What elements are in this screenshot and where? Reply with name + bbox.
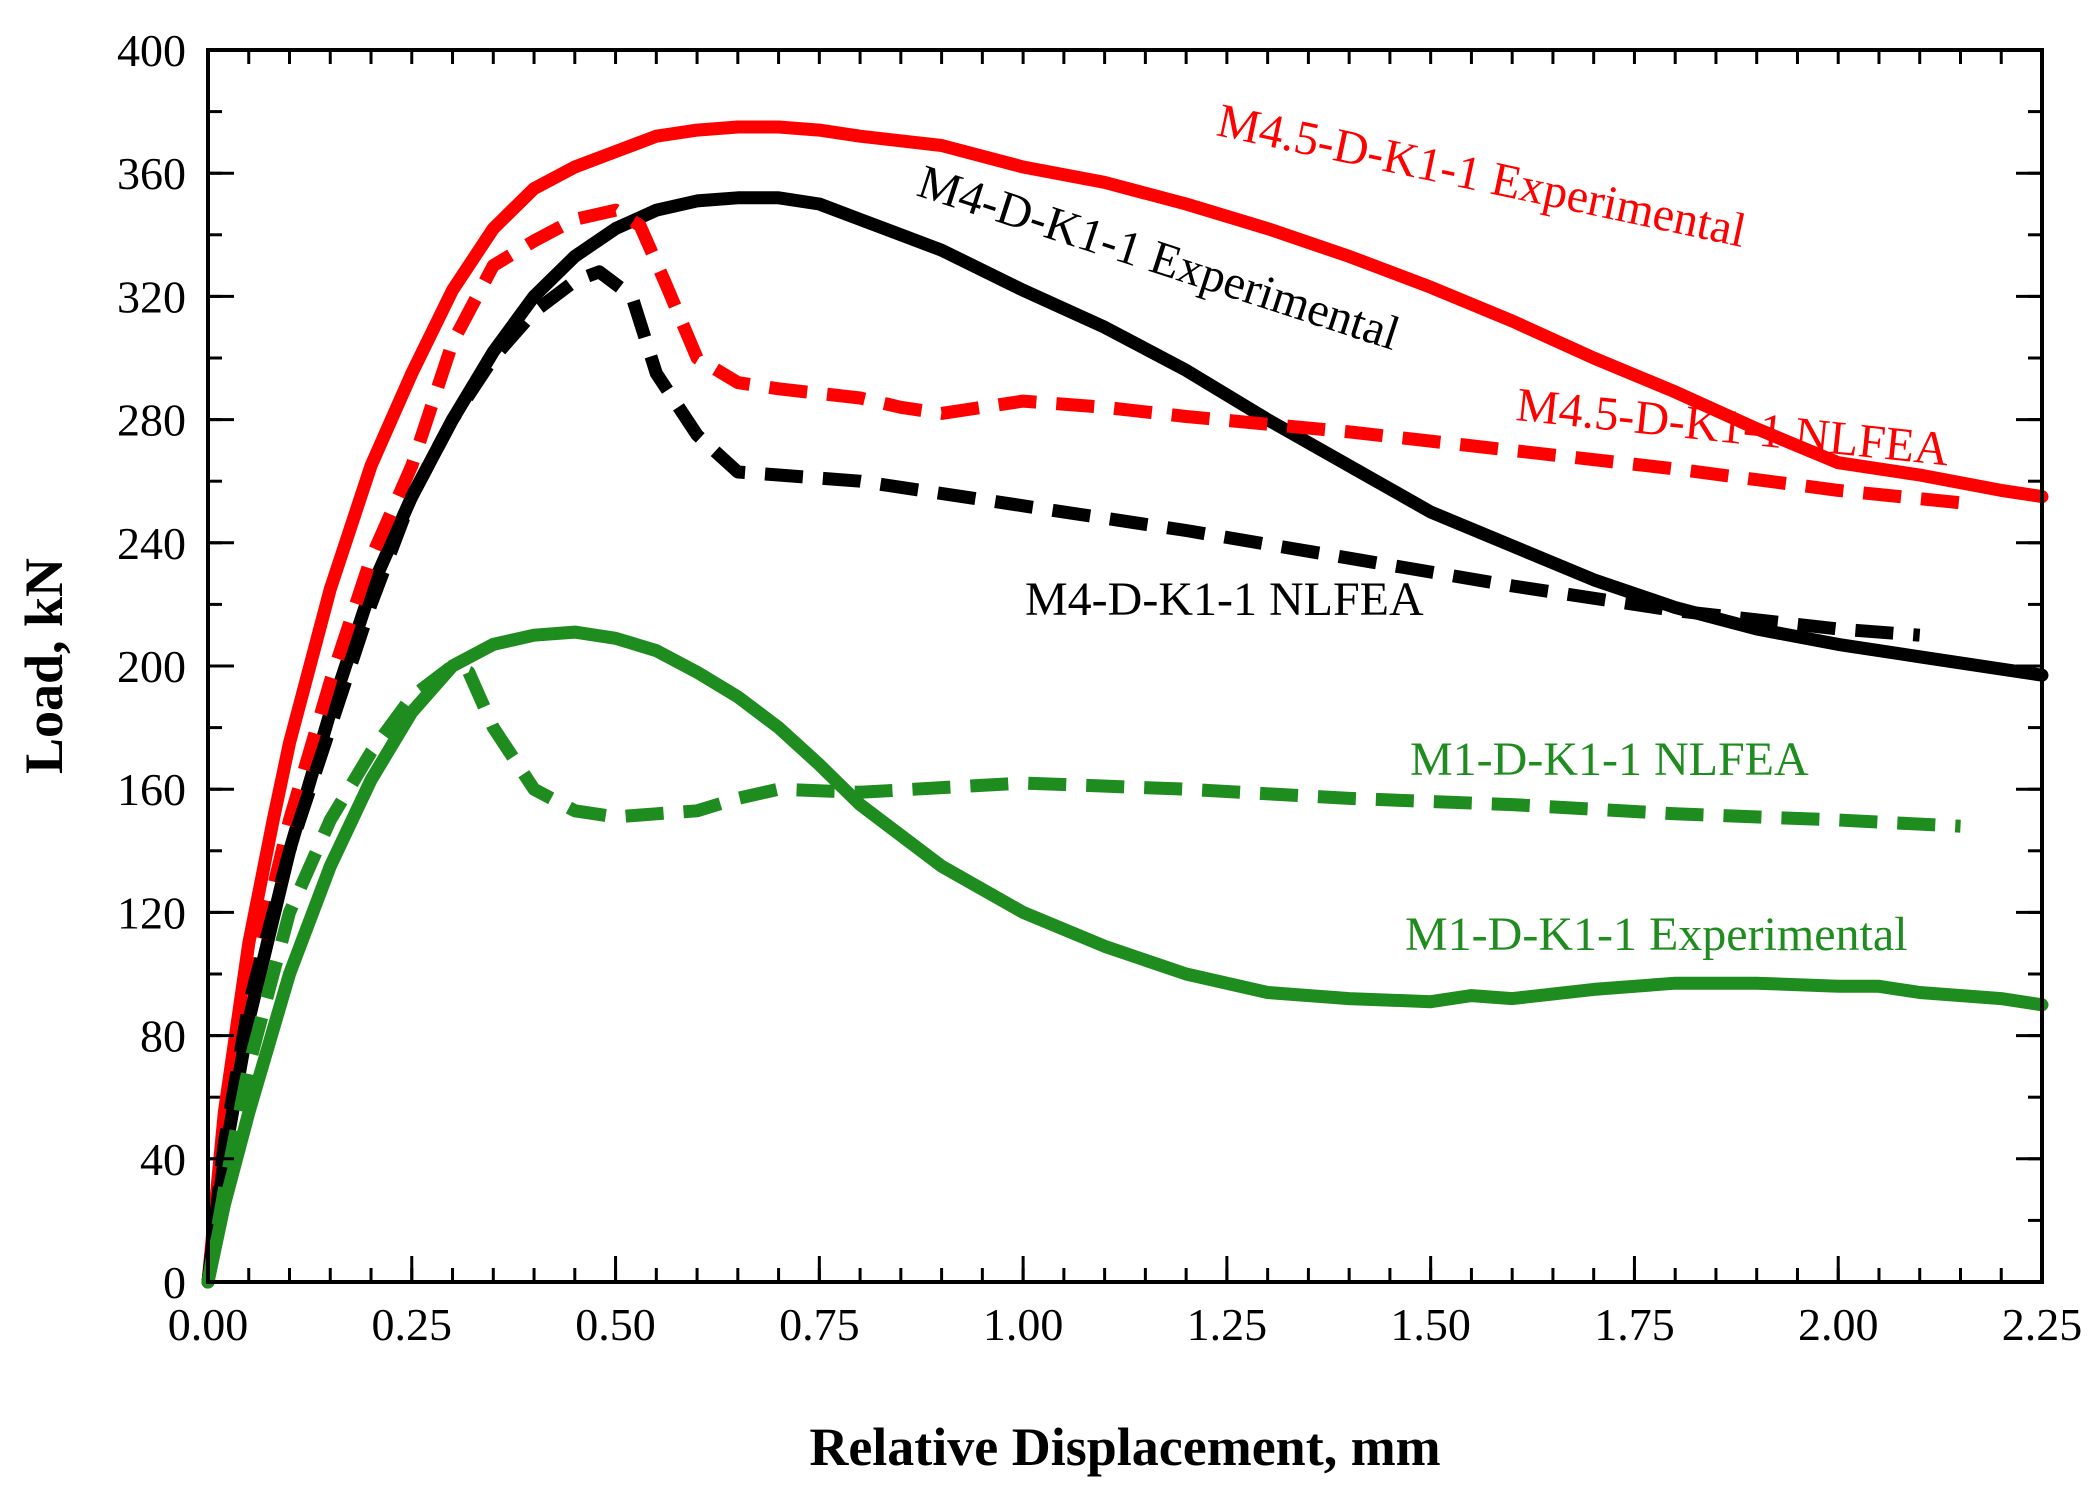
x-tick-label: 1.25 [1187, 1299, 1268, 1350]
series-line-5 [201, 625, 2049, 1289]
y-tick-label: 200 [117, 641, 186, 692]
x-tick-label: 1.00 [983, 1299, 1064, 1350]
y-tick-labels: 0 40 80 120 160 200 240 280 320 360 400 [117, 25, 186, 1308]
series-line-1 [201, 191, 2049, 1289]
y-tick-label: 160 [117, 764, 186, 815]
series-line-0 [201, 120, 2049, 1289]
y-tick-label: 240 [117, 518, 186, 569]
x-tick-label: 0.25 [372, 1299, 453, 1350]
series-label-5: M1-D-K1-1 Experimental [1405, 908, 1908, 961]
y-tick-label: 320 [117, 271, 186, 322]
y-tick-label: 360 [117, 148, 186, 199]
y-tick-label: 80 [140, 1011, 186, 1062]
x-tick-label: 0.00 [168, 1299, 249, 1350]
series-layer [201, 120, 2049, 1289]
axis-ticks [206, 48, 2044, 1284]
series-label-1: M4-D-K1-1 Experimental [912, 155, 1406, 361]
y-tick-label: 400 [117, 25, 186, 76]
x-tick-label: 0.50 [575, 1299, 656, 1350]
x-tick-label: 2.00 [1798, 1299, 1879, 1350]
series-label-4: M1-D-K1-1 NLFEA [1410, 733, 1809, 786]
y-tick-label: 120 [117, 887, 186, 938]
x-axis-title: Relative Displacement, mm [809, 1417, 1440, 1477]
x-tick-label: 1.75 [1594, 1299, 1675, 1350]
y-tick-label: 40 [140, 1134, 186, 1185]
x-tick-labels: 0.00 0.25 0.50 0.75 1.00 1.25 1.50 1.75 2.00 2.25 [168, 1299, 2083, 1350]
x-tick-label: 2.25 [2002, 1299, 2083, 1350]
y-tick-label: 0 [163, 1257, 186, 1308]
y-axis-title: Load, kN [14, 558, 74, 774]
series-line-4 [201, 659, 1961, 1284]
x-tick-label: 0.75 [779, 1299, 860, 1350]
y-tick-label: 280 [117, 395, 186, 446]
series-label-3: M4-D-K1-1 NLFEA [1025, 573, 1424, 626]
x-tick-label: 1.50 [1390, 1299, 1471, 1350]
series-line-3 [201, 265, 1921, 1283]
